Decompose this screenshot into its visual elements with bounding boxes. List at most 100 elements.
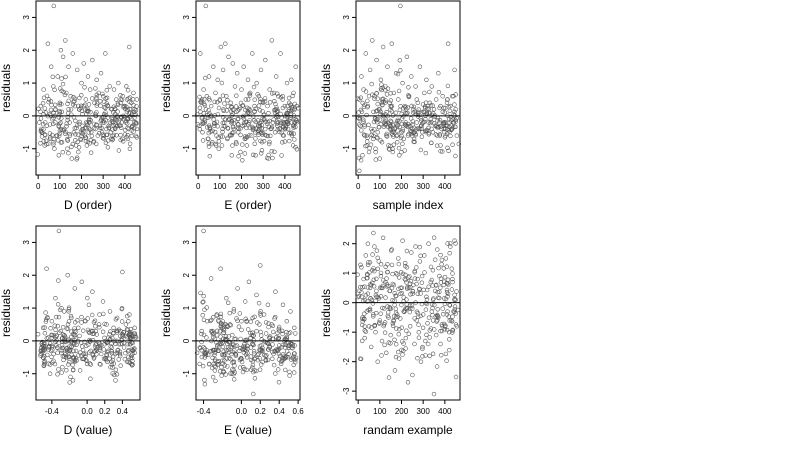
y-tick-label: 1	[182, 80, 191, 85]
scatter-point	[41, 363, 47, 368]
scatter-point	[450, 271, 455, 276]
scatter-point	[62, 339, 67, 344]
y-tick-label: -1	[182, 370, 191, 378]
scatter-point	[57, 128, 63, 133]
scatter-point	[88, 150, 94, 155]
scatter-point	[42, 331, 48, 336]
scatter-point	[55, 350, 60, 355]
scatter-point	[370, 92, 375, 97]
scatter-point	[254, 329, 259, 334]
scatter-point	[231, 117, 237, 123]
scatter-point	[134, 97, 140, 102]
scatter-point	[448, 103, 453, 109]
scatter-point	[235, 125, 241, 130]
x-tick-label: 100	[213, 182, 227, 191]
scatter-point	[441, 312, 446, 317]
scatter-point	[70, 378, 76, 383]
scatter-point	[371, 314, 376, 319]
scatter-point	[200, 300, 205, 305]
y-tick-label: -1	[182, 145, 191, 153]
scatter-point	[452, 238, 457, 243]
scatter-point	[64, 345, 70, 351]
scatter-point	[82, 85, 87, 90]
x-tick-label: 400	[278, 182, 292, 191]
scatter-point	[433, 132, 438, 137]
scatter-point	[400, 141, 405, 147]
scatter-point	[416, 335, 422, 340]
scatter-point	[215, 362, 221, 367]
scatter-point	[85, 122, 90, 128]
scatter-point	[66, 64, 71, 69]
scatter-point	[246, 106, 252, 112]
scatter-point	[59, 336, 65, 341]
scatter-point	[128, 335, 133, 341]
scatter-point	[292, 137, 297, 142]
scatter-point	[361, 87, 366, 92]
scatter-point	[433, 283, 439, 288]
scatter-point	[109, 362, 115, 367]
scatter-point	[55, 74, 60, 79]
scatter-point	[289, 77, 294, 83]
scatter-point	[447, 347, 452, 353]
scatter-point	[37, 120, 42, 125]
scatter-point	[230, 367, 235, 372]
scatter-point	[361, 117, 366, 122]
scatter-point	[254, 368, 259, 374]
y-tick-label: -2	[342, 358, 351, 366]
scatter-point	[104, 126, 109, 132]
scatter-point	[109, 345, 115, 350]
scatter-point	[206, 352, 211, 358]
scatter-point	[51, 333, 57, 338]
scatter-point	[443, 351, 449, 357]
scatter-point	[453, 374, 459, 380]
scatter-point	[279, 120, 284, 125]
scatter-point	[220, 129, 225, 135]
scatter-point	[251, 369, 256, 375]
scatter-point	[86, 130, 91, 135]
scatter-point	[241, 347, 246, 352]
scatter-point	[76, 121, 82, 127]
scatter-point	[377, 124, 382, 130]
scatter-point	[220, 134, 225, 139]
scatter-point	[114, 330, 120, 335]
scatter-point	[374, 135, 379, 140]
scatter-point	[240, 369, 246, 375]
scatter-point	[85, 316, 90, 321]
scatter-point	[269, 124, 275, 130]
scatter-point	[359, 290, 364, 295]
scatter-point	[374, 276, 379, 281]
scatter-point	[438, 276, 444, 281]
scatter-point	[203, 75, 208, 81]
scatter-point	[126, 126, 131, 132]
scatter-point	[288, 330, 293, 335]
scatter-point	[65, 348, 70, 353]
scatter-point	[289, 130, 294, 135]
scatter-point	[129, 363, 135, 368]
scatter-point	[406, 85, 411, 90]
scatter-point	[120, 136, 125, 142]
scatter-point	[127, 360, 133, 365]
scatter-point	[378, 138, 383, 143]
scatter-point	[416, 109, 421, 115]
scatter-point	[118, 97, 124, 102]
scatter-point	[426, 315, 432, 320]
x-tick-label: 0	[356, 407, 361, 416]
scatter-point	[424, 77, 429, 83]
scatter-point	[240, 114, 246, 120]
x-tick-label: 200	[235, 182, 249, 191]
scatter-point	[399, 116, 405, 121]
scatter-point	[213, 141, 218, 147]
scatter-point	[95, 133, 101, 138]
scatter-point	[220, 93, 226, 98]
scatter-point	[74, 67, 80, 73]
scatter-point	[254, 80, 259, 86]
scatter-point	[371, 136, 376, 142]
scatter-point	[201, 332, 207, 338]
scatter-point	[228, 356, 233, 362]
scatter-point	[410, 291, 415, 296]
scatter-point	[379, 338, 385, 344]
scatter-point	[384, 276, 389, 281]
scatter-point	[377, 156, 382, 161]
scatter-point	[390, 127, 396, 132]
scatter-point	[246, 120, 252, 125]
